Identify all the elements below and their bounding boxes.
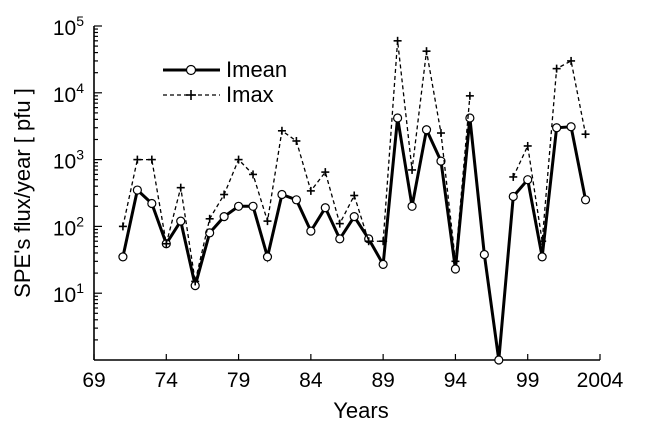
- data-point-imean: [349, 212, 359, 222]
- data-point-imax: [118, 222, 127, 231]
- data-point-imax: [220, 190, 229, 199]
- data-point-imean: [580, 195, 591, 205]
- data-point-imean: [306, 226, 316, 236]
- x-tick-label: 69: [82, 369, 105, 392]
- data-point-imean: [320, 203, 330, 213]
- data-point-imean: [233, 201, 244, 211]
- x-tick-label: 84: [299, 369, 323, 392]
- series-line-imean: [121, 117, 588, 361]
- data-point-imean: [421, 125, 432, 135]
- series-imean: [118, 113, 591, 365]
- data-point-imax: [408, 165, 417, 174]
- data-point-imean: [523, 175, 533, 185]
- x-tick-label: 2004: [577, 369, 624, 392]
- data-point-imean: [176, 216, 186, 226]
- data-point-imax: [552, 64, 561, 73]
- data-point-imax: [249, 170, 258, 179]
- legend-imax-label: Imax: [226, 82, 274, 107]
- legend: Imean Imax: [163, 57, 287, 107]
- data-point-imax: [581, 130, 590, 139]
- series-layer: [118, 36, 591, 365]
- data-point-imax: [191, 277, 200, 286]
- data-point-imean: [465, 113, 475, 123]
- y-axis-title: SPE's flux/year [ pfu ]: [10, 88, 35, 298]
- y-tick-label: 102: [53, 213, 84, 240]
- data-point-imax: [205, 214, 214, 223]
- data-point-imax: [393, 36, 402, 45]
- data-point-imean: [552, 123, 562, 133]
- y-tick-label: 105: [53, 13, 84, 40]
- x-tick-label: 74: [155, 369, 179, 392]
- data-point-imean: [393, 113, 403, 123]
- x-tick-label: 99: [516, 369, 539, 392]
- data-point-imax: [133, 155, 142, 164]
- data-point-imax: [162, 239, 171, 248]
- data-point-imax: [350, 191, 359, 200]
- x-ticks: 69 74 79 84 89 94 99 2004: [82, 354, 624, 392]
- data-point-imax: [306, 186, 315, 195]
- data-point-imean: [219, 212, 229, 222]
- data-point-imean: [566, 122, 576, 132]
- data-point-imax: [364, 237, 373, 246]
- data-point-imean: [479, 249, 489, 260]
- data-point-imean: [205, 228, 215, 238]
- data-point-imean: [378, 259, 388, 269]
- y-tick-label: 101: [53, 280, 84, 307]
- data-point-imean: [291, 195, 301, 205]
- y-tick-label: 103: [53, 147, 84, 174]
- x-tick-label: 94: [444, 369, 468, 392]
- data-point-imax: [422, 47, 431, 56]
- data-point-imean: [508, 191, 518, 202]
- data-point-imean: [248, 201, 258, 211]
- x-tick-label: 89: [371, 369, 394, 392]
- data-point-imax: [379, 237, 388, 246]
- data-point-imax: [451, 257, 460, 266]
- series-line-imax: [122, 40, 471, 282]
- data-point-imax: [292, 136, 301, 145]
- data-point-imean: [335, 234, 345, 244]
- data-point-imax: [538, 237, 547, 246]
- data-point-imax: [176, 183, 185, 192]
- legend-imax-marker: [186, 90, 196, 100]
- y-ticks: 101 102 103 104 105: [53, 13, 102, 341]
- data-point-imax: [335, 219, 344, 228]
- data-point-imean: [132, 185, 142, 195]
- data-point-imean: [436, 156, 446, 166]
- data-point-imax: [465, 91, 474, 100]
- data-point-imax: [234, 155, 243, 164]
- data-point-imax: [509, 172, 518, 181]
- legend-imean-marker: [185, 64, 197, 76]
- data-point-imean: [262, 252, 273, 262]
- data-point-imax: [436, 129, 445, 138]
- data-point-imean: [118, 252, 128, 262]
- data-point-imean: [277, 189, 287, 200]
- legend-imean-label: Imean: [226, 57, 287, 82]
- data-point-imax: [523, 141, 532, 150]
- data-point-imean: [450, 264, 461, 274]
- data-point-imean: [494, 355, 504, 365]
- x-tick-label: 79: [227, 369, 250, 392]
- data-point-imax: [147, 155, 156, 164]
- data-point-imax: [321, 168, 330, 177]
- series-imax: [118, 36, 590, 286]
- y-tick-label: 104: [53, 80, 84, 107]
- series-line-imax: [512, 59, 587, 242]
- data-point-imean: [147, 198, 157, 209]
- x-axis-title: Years: [333, 398, 388, 423]
- data-point-imax: [567, 56, 576, 65]
- data-point-imax: [277, 126, 286, 135]
- data-point-imean: [407, 201, 417, 211]
- data-point-imean: [537, 252, 547, 262]
- data-point-imax: [263, 217, 272, 226]
